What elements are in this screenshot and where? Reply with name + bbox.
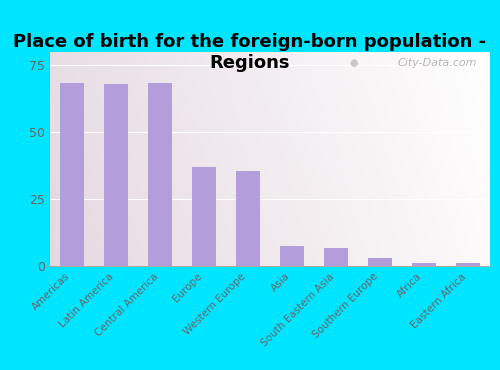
- Bar: [148, 83, 172, 266]
- Text: ●: ●: [349, 58, 358, 68]
- Bar: [324, 248, 348, 266]
- Bar: [104, 84, 128, 266]
- Bar: [280, 246, 304, 266]
- Bar: [412, 263, 436, 266]
- Bar: [368, 258, 392, 266]
- Text: Place of birth for the foreign-born population -
Regions: Place of birth for the foreign-born popu…: [14, 33, 486, 72]
- Text: City-Data.com: City-Data.com: [398, 58, 477, 68]
- Bar: [236, 171, 260, 266]
- Bar: [60, 83, 84, 266]
- Bar: [456, 263, 480, 266]
- Bar: [192, 167, 216, 266]
